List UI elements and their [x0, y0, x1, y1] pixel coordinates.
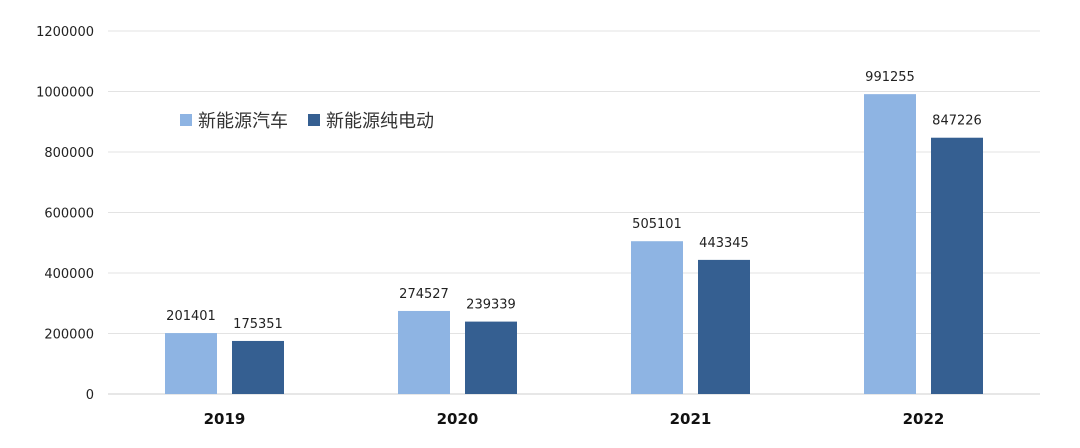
legend-swatch-new-energy-vehicle	[180, 114, 192, 126]
bar	[165, 333, 217, 394]
y-tick-label: 1000000	[36, 86, 94, 101]
bar	[931, 137, 983, 394]
x-tick-label: 2021	[670, 410, 712, 428]
data-label: 274527	[399, 287, 449, 302]
y-axis-ticks: 0 200000 400000 600000 800000 1000000 1200000	[36, 25, 94, 403]
legend-label-pure-electric: 新能源纯电动	[326, 111, 434, 132]
data-label: 443345	[699, 236, 749, 251]
data-label: 201401	[166, 309, 216, 324]
y-tick-label: 1200000	[36, 25, 94, 40]
legend-swatch-pure-electric	[308, 114, 320, 126]
y-tick-label: 600000	[44, 207, 94, 222]
y-tick-label: 200000	[44, 328, 94, 343]
bar	[631, 241, 683, 394]
data-label: 239339	[466, 298, 516, 313]
x-tick-label: 2019	[204, 410, 246, 428]
gridlines	[108, 30, 1040, 395]
data-labels: 201401 175351 274527 239339 505101 443345 9912…	[166, 70, 982, 332]
x-axis-ticks: 2019 2020 2021 2022	[204, 410, 945, 428]
y-tick-label: 800000	[44, 146, 94, 161]
data-label: 175351	[233, 317, 283, 332]
bar	[232, 340, 284, 394]
x-tick-label: 2020	[437, 410, 479, 428]
bar	[465, 321, 517, 394]
data-label: 505101	[632, 217, 682, 232]
bar	[864, 94, 916, 395]
bar	[398, 310, 450, 394]
bar	[698, 259, 750, 394]
legend-label-new-energy-vehicle: 新能源汽车	[198, 111, 288, 132]
legend: 新能源汽车 新能源纯电动	[180, 111, 434, 132]
data-label: 991255	[865, 70, 915, 85]
x-tick-label: 2022	[903, 410, 945, 428]
y-tick-label: 0	[86, 388, 94, 403]
data-label: 847226	[932, 114, 982, 129]
bars	[165, 94, 983, 395]
y-tick-label: 400000	[44, 267, 94, 282]
